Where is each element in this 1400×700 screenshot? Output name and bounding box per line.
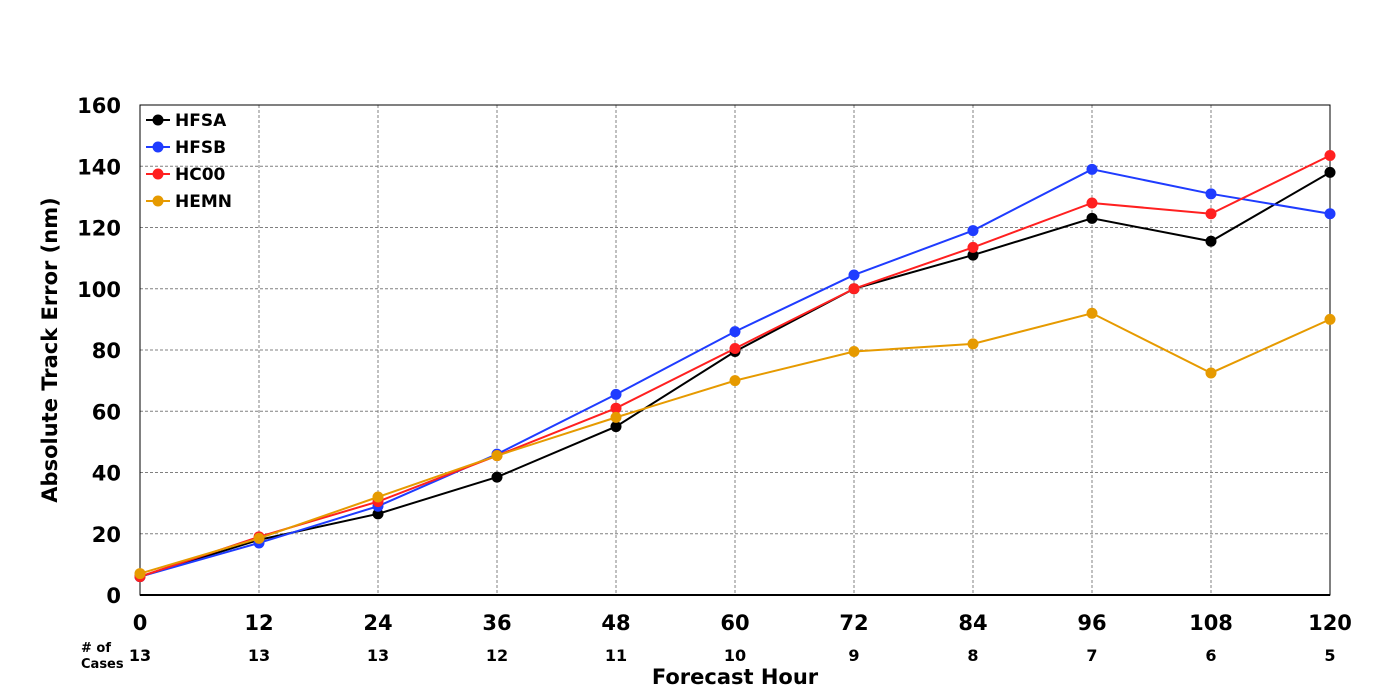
y-tick-label: 80 (92, 339, 121, 363)
data-point-hfsb (1086, 163, 1098, 175)
y-tick-label: 100 (77, 278, 121, 302)
case-count: 9 (848, 646, 859, 665)
data-point-hc00 (729, 342, 741, 354)
x-tick-label: 84 (958, 611, 987, 635)
y-tick-label: 60 (92, 400, 121, 424)
case-count: 8 (967, 646, 978, 665)
x-tick-label: 48 (601, 611, 630, 635)
legend-marker-hfsb (152, 141, 164, 153)
data-point-hemn (967, 338, 979, 350)
data-point-hemn (134, 568, 146, 580)
data-point-hfsa (967, 249, 979, 261)
case-count: 7 (1086, 646, 1097, 665)
x-axis-title: Forecast Hour (652, 665, 819, 689)
y-axis-title: Absolute Track Error (nm) (38, 197, 62, 502)
legend-marker-hemn (152, 195, 164, 207)
legend-marker-hc00 (152, 168, 164, 180)
y-tick-label: 120 (77, 217, 121, 241)
case-count: 10 (724, 646, 746, 665)
x-tick-label: 0 (133, 611, 148, 635)
y-tick-label: 0 (106, 584, 121, 608)
data-point-hfsa (1205, 235, 1217, 247)
x-tick-label: 12 (244, 611, 273, 635)
case-count: 5 (1324, 646, 1335, 665)
x-tick-label: 96 (1077, 611, 1106, 635)
y-tick-label: 20 (92, 523, 121, 547)
x-tick-label: 120 (1308, 611, 1352, 635)
data-point-hfsa (491, 471, 503, 483)
y-tick-label: 160 (77, 94, 121, 118)
y-tick-labels: 0 20 40 60 80 100 120 140 160 (77, 94, 121, 608)
legend-label-hfsb: HFSB (175, 138, 226, 158)
data-point-hemn (848, 346, 860, 358)
data-point-hemn (372, 491, 384, 503)
legend-label-hemn: HEMN (175, 192, 232, 212)
data-point-hc00 (848, 283, 860, 295)
data-point-hemn (253, 532, 265, 544)
x-tick-label: 24 (363, 611, 392, 635)
x-tick-labels: 0 12 24 36 48 60 72 84 96 108 120 (133, 611, 1352, 635)
data-point-hfsb (610, 388, 622, 400)
data-point-hfsb (1324, 208, 1336, 220)
data-point-hc00 (1205, 208, 1217, 220)
case-count: 13 (367, 646, 389, 665)
legend: HFSA HFSB HC00 HEMN (146, 111, 232, 212)
cases-label-line1: # of (81, 641, 111, 656)
data-point-hc00 (1324, 150, 1336, 162)
data-point-hfsa (610, 421, 622, 433)
data-point-hemn (491, 450, 503, 462)
case-count: 12 (486, 646, 508, 665)
data-point-hfsa (1324, 166, 1336, 178)
cases-row: 13 13 13 12 11 10 9 8 7 6 5 (129, 646, 1336, 665)
case-count: 13 (129, 646, 151, 665)
data-point-hfsa (372, 508, 384, 520)
x-tick-label: 108 (1189, 611, 1233, 635)
case-count: 13 (248, 646, 270, 665)
x-tick-label: 36 (482, 611, 511, 635)
y-tick-label: 40 (92, 462, 121, 486)
case-count: 6 (1205, 646, 1216, 665)
data-point-hfsa (1086, 212, 1098, 224)
data-point-hemn (610, 411, 622, 423)
data-point-hemn (1324, 313, 1336, 325)
x-tick-label: 72 (839, 611, 868, 635)
cases-label-line2: Cases (81, 657, 124, 672)
legend-label-hc00: HC00 (175, 165, 226, 185)
x-tick-label: 60 (720, 611, 749, 635)
data-point-hc00 (967, 241, 979, 253)
legend-marker-hfsa (152, 114, 164, 126)
case-count: 11 (605, 646, 627, 665)
data-point-hfsb (729, 326, 741, 338)
data-point-hc00 (1086, 197, 1098, 209)
series-lines (134, 150, 1336, 583)
y-tick-label: 140 (77, 155, 121, 179)
data-point-hemn (729, 375, 741, 387)
data-point-hemn (1205, 367, 1217, 379)
data-point-hc00 (610, 402, 622, 414)
data-point-hemn (1086, 307, 1098, 319)
legend-label-hfsa: HFSA (175, 111, 227, 131)
data-point-hfsb (1205, 188, 1217, 200)
data-point-hfsb (967, 225, 979, 237)
data-point-hfsb (848, 269, 860, 281)
